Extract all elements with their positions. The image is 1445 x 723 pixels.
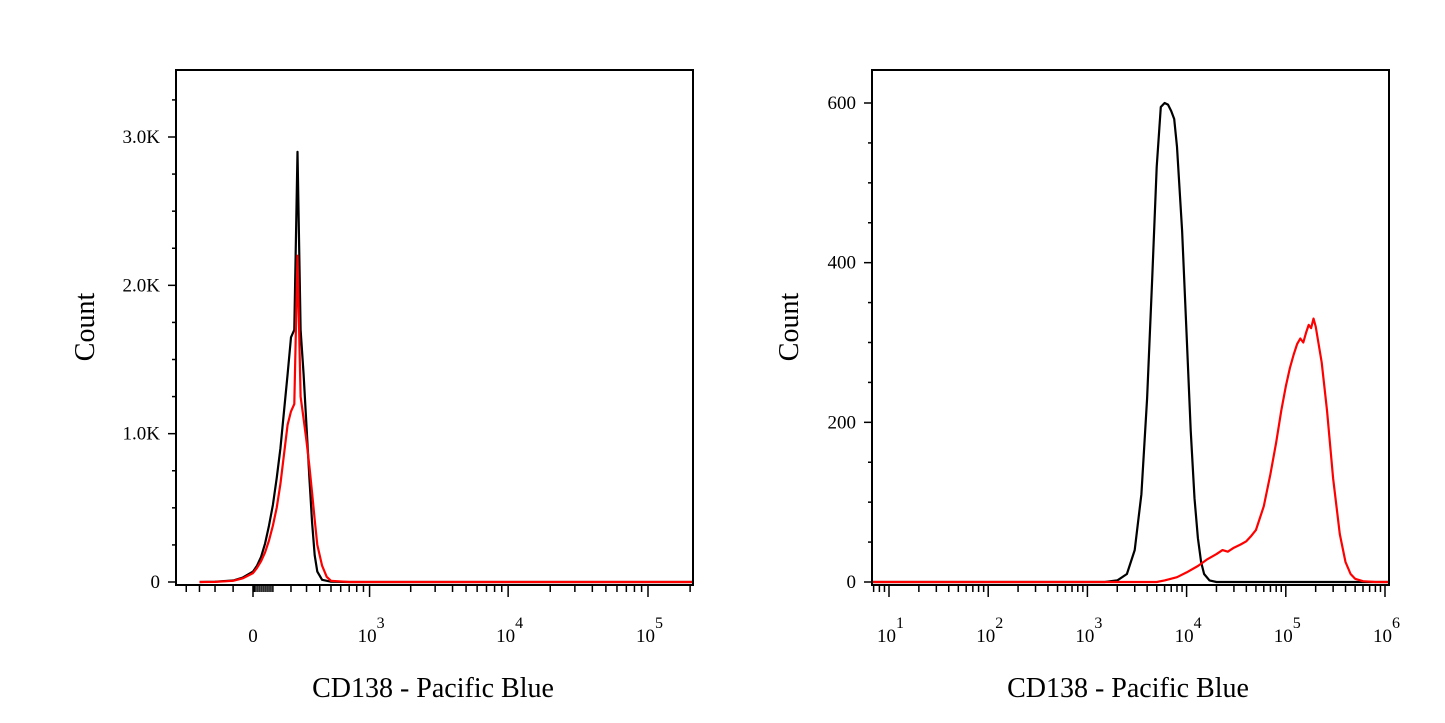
x-tick-label: 105 — [636, 615, 663, 647]
x-axis-right: 101 102 103 104 105 106 — [872, 586, 1400, 647]
black-histogram-line — [199, 150, 692, 584]
y-tick-label: 200 — [828, 412, 857, 433]
y-tick-label: 2.0K — [123, 275, 161, 296]
histogram-panel-left: 0 1.0K 2.0K 3.0K 0 103 104 105 Count CD138 - P… — [70, 69, 694, 704]
red-histogram-line — [873, 317, 1388, 584]
x-axis-title-left: CD138 - Pacific Blue — [312, 673, 554, 704]
y-tick-label: 1.0K — [123, 424, 161, 445]
series-group-left — [199, 150, 692, 584]
x-axis-title-right: CD138 - Pacific Blue — [1007, 673, 1249, 704]
y-tick-label: 0 — [847, 572, 857, 593]
black-histogram-line — [873, 101, 1388, 584]
red-histogram-line — [199, 254, 692, 584]
x-tick-label: 105 — [1274, 615, 1301, 647]
x-tick-label: 0 — [248, 626, 258, 647]
y-tick-label: 0 — [151, 572, 161, 593]
y-axis-left: 0 1.0K 2.0K 3.0K — [123, 99, 176, 593]
y-axis-title-left: Count — [70, 293, 101, 362]
x-tick-label: 103 — [358, 615, 385, 647]
y-tick-label: 3.0K — [123, 127, 161, 148]
y-axis-right: 0 200 400 600 — [828, 93, 872, 593]
x-tick-label: 104 — [496, 615, 523, 647]
histogram-panel-right: 0 200 400 600 101 102 103 104 105 106 Count CD13… — [774, 69, 1400, 704]
y-axis-title-right: Count — [774, 293, 805, 362]
x-tick-label: 103 — [1075, 615, 1102, 647]
y-tick-label: 600 — [828, 93, 857, 114]
x-tick-label: 106 — [1373, 615, 1400, 647]
x-tick-label: 101 — [877, 615, 904, 647]
x-tick-label: 102 — [976, 615, 1003, 647]
series-group-right — [873, 101, 1388, 584]
x-tick-label: 104 — [1175, 615, 1202, 647]
plot-frame-left — [175, 69, 694, 586]
x-axis-left: 0 103 104 105 — [185, 586, 691, 647]
plot-frame-right — [871, 69, 1390, 586]
y-tick-label: 400 — [828, 253, 857, 274]
